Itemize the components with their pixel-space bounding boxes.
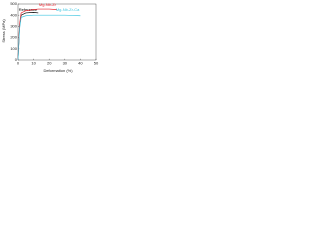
x-tick-label: 0 [17,61,20,66]
y-tick-label: 300 [10,23,17,28]
plot-frame [17,3,97,61]
y-tick-label: 200 [10,35,17,40]
y-tick-label: 400 [10,12,17,17]
x-tick-label: 10 [31,61,36,66]
series-line [17,14,81,61]
y-tick-label: 0 [15,57,18,62]
y-tick-label: 100 [10,46,17,51]
series-label: Mg-Nb-Zr-Ca [56,7,80,12]
chart: Deformation (%) Stress (MPa) 01002003004… [1,1,99,73]
y-tick-label: 500 [10,1,17,6]
series-label: Reference [19,7,38,12]
x-axis-label: Deformation (%) [43,68,73,73]
series-label: Mg-Nb-Zr [39,2,57,7]
y-axis-label: Stress (MPa) [1,19,6,43]
x-tick-label: 20 [47,61,52,66]
series-line [17,8,58,61]
x-tick-label: 50 [94,61,99,66]
x-tick-label: 30 [63,61,68,66]
x-tick-label: 40 [78,61,83,66]
